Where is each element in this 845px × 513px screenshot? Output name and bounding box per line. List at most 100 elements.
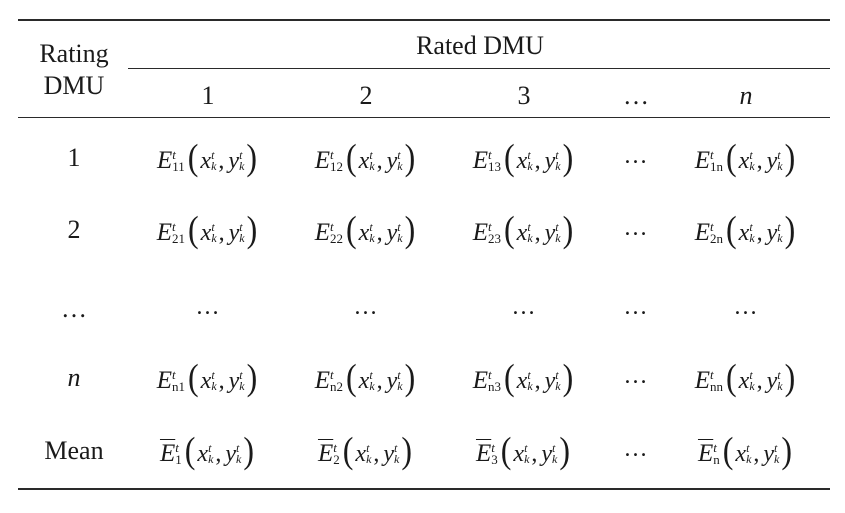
y-superscript: t (397, 367, 401, 382)
y-subscript: k (777, 158, 783, 173)
efficiency-superscript: t (710, 146, 714, 162)
efficiency-symbol: E (694, 218, 710, 246)
efficiency-symbol: E (317, 439, 334, 467)
y-symbol: y (225, 440, 237, 467)
y-superscript: t (777, 219, 781, 234)
x-symbol: x (735, 440, 747, 467)
efficiency-superscript: t (175, 439, 179, 455)
efficiency-subscript: n (713, 451, 720, 467)
x-superscript: t (524, 440, 528, 455)
efficiency-superscript: t (713, 439, 717, 455)
x-subscript: k (749, 158, 755, 173)
x-subscript: k (211, 378, 217, 393)
comma: , (373, 440, 380, 467)
row-label-4: n (67, 363, 81, 392)
x-subscript: k (211, 158, 217, 173)
efficiency-symbol: E (159, 439, 176, 467)
y-superscript: t (774, 440, 778, 455)
efficiency-subscript: n1 (172, 378, 185, 394)
efficiency-subscript: 1 (175, 451, 182, 467)
table-cell-ellipsis: … (623, 436, 649, 462)
efficiency-subscript: 2 (333, 451, 340, 467)
efficiency-symbol: E (156, 366, 172, 394)
x-subscript: k (527, 378, 533, 393)
comma: , (376, 219, 383, 246)
right-paren: ) (401, 428, 413, 471)
y-superscript: t (236, 440, 240, 455)
left-paren: ( (188, 207, 199, 250)
column-header-4: … (623, 81, 649, 110)
y-symbol: y (763, 440, 775, 467)
y-superscript: t (555, 367, 559, 382)
table-cell-ellipsis: … (623, 215, 649, 241)
y-symbol: y (544, 367, 556, 394)
x-superscript: t (746, 440, 750, 455)
left-paren: ( (346, 207, 357, 250)
y-symbol: y (766, 147, 778, 174)
y-superscript: t (394, 440, 398, 455)
x-subscript: k (746, 451, 752, 466)
rating-header-line1: Rating (39, 39, 109, 68)
efficiency-superscript: t (330, 146, 334, 162)
efficiency-symbol: E (694, 366, 710, 394)
y-subscript: k (239, 378, 245, 393)
x-superscript: t (208, 440, 212, 455)
left-paren: ( (187, 135, 199, 178)
y-subscript: k (397, 158, 403, 173)
column-header-5: n (739, 81, 753, 110)
x-symbol: x (355, 440, 367, 467)
y-symbol: y (228, 147, 240, 174)
left-paren: ( (504, 355, 515, 398)
right-paren: ) (559, 428, 571, 471)
y-symbol: y (766, 367, 778, 394)
efficiency-subscript: 23 (488, 230, 501, 246)
x-superscript: t (369, 147, 373, 162)
efficiency-subscript: 13 (488, 158, 501, 174)
y-superscript: t (777, 147, 781, 162)
left-paren: ( (726, 135, 737, 178)
left-paren: ( (504, 135, 515, 178)
efficiency-subscript: 21 (172, 230, 185, 246)
left-paren: ( (346, 135, 357, 178)
